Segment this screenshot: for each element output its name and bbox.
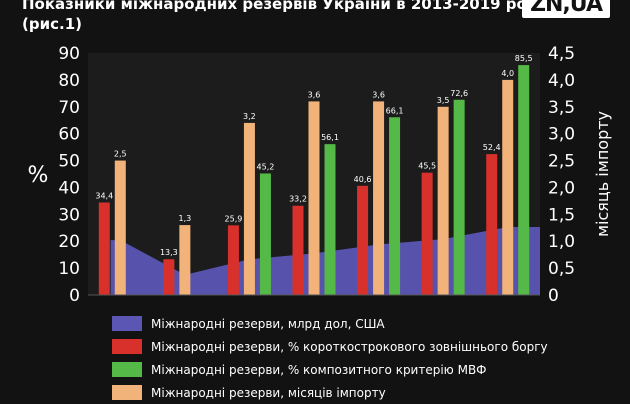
data-label-imf: 66,1 [386, 106, 404, 115]
y2-tick-label: 0,5 [548, 259, 575, 279]
legend-label-reserves: Міжнародні резерви, млрд дол, США [151, 316, 385, 331]
chart-subtitle: (рис.1) [22, 15, 82, 33]
y-tick-label: 60 [58, 125, 80, 145]
data-label-import: 3,6 [308, 90, 321, 99]
bar-short_debt-2013 [98, 202, 110, 295]
legend-label-imf: Міжнародні резерви, % композитного крите… [151, 362, 487, 377]
y2-tick-label: 4,0 [548, 71, 575, 91]
y2-axis-label: місяць імпорту [593, 111, 612, 237]
chart-svg: 0 10 20 30 40 50 60 70 80 90 0 0,5 1,0 1,5 2,0 2,5 3,0 3,… [28, 44, 612, 306]
y-tick-label: 30 [58, 205, 80, 225]
legend-label-import: Міжнародні резерви, місяців імпорту [151, 385, 386, 400]
legend-item-imf: Міжнародні резерви, % композитного крите… [112, 358, 548, 381]
bar-short_debt-2014 [163, 259, 175, 295]
bar-import-2017 [373, 101, 385, 296]
brand-logo[interactable]: ZN,UA [522, 0, 610, 18]
bar-short_debt-2019 [486, 154, 498, 295]
legend-swatch-short-debt [112, 339, 142, 354]
data-label-import: 1,3 [178, 214, 191, 223]
y2-tick-label: 3,0 [548, 125, 575, 145]
legend-item-short-debt: Міжнародні резерви, % короткострокового … [112, 335, 548, 358]
data-label-imf: 45,2 [257, 162, 275, 171]
data-label-short_debt: 40,6 [354, 175, 372, 184]
bar-short_debt-2016 [292, 205, 304, 295]
data-label-short_debt: 33,2 [289, 195, 307, 204]
y2-tick-label: 4,5 [548, 44, 575, 64]
data-label-imf: 72,6 [450, 89, 468, 98]
y-tick-label: 70 [58, 98, 80, 118]
legend: Міжнародні резерви, млрд дол, США Міжнар… [112, 312, 548, 404]
bar-imf-2017 [389, 117, 401, 296]
y2-tick-label: 2,5 [548, 152, 575, 172]
bar-import-2016 [308, 101, 320, 296]
y-axis-label: % [28, 163, 49, 188]
y-tick-label: 90 [58, 44, 80, 64]
y-tick-label: 20 [58, 232, 80, 252]
data-label-short_debt: 52,4 [483, 143, 501, 152]
chart-title: Показники міжнародних резервів України в… [22, 0, 542, 13]
data-label-import: 3,5 [437, 96, 450, 105]
data-label-import: 2,5 [114, 150, 127, 159]
y2-tick-label: 3,5 [548, 98, 575, 118]
title-block: Показники міжнародних резервів України в… [22, 0, 542, 34]
bar-import-2019 [502, 79, 514, 295]
bar-import-2015 [243, 122, 255, 296]
bar-short_debt-2015 [227, 225, 239, 295]
data-label-import: 4,0 [501, 69, 514, 78]
y2-tick-label: 1,0 [548, 232, 575, 252]
legend-label-short-debt: Міжнародні резерви, % короткострокового … [151, 339, 548, 354]
y-tick-label: 0 [69, 286, 80, 306]
bar-short_debt-2018 [421, 172, 433, 295]
legend-item-import: Міжнародні резерви, місяців імпорту [112, 381, 548, 404]
data-label-import: 3,2 [243, 112, 256, 121]
legend-swatch-imf [112, 362, 142, 377]
legend-swatch-reserves [112, 316, 142, 331]
bar-imf-2019 [518, 65, 530, 295]
y2-tick-label: 1,5 [548, 205, 575, 225]
y-tick-label: 50 [58, 152, 80, 172]
bar-short_debt-2017 [357, 185, 369, 295]
bar-imf-2015 [259, 173, 271, 295]
bar-import-2014 [179, 225, 191, 295]
data-label-import: 3,6 [372, 90, 385, 99]
data-label-short_debt: 13,3 [160, 248, 178, 257]
data-label-short_debt: 34,4 [95, 192, 113, 201]
y2-tick-label: 0 [548, 286, 559, 306]
data-label-short_debt: 25,9 [225, 214, 243, 223]
y2-tick-label: 2,0 [548, 178, 575, 198]
legend-swatch-import [112, 385, 142, 400]
data-label-imf: 85,5 [515, 54, 533, 63]
data-label-short_debt: 45,5 [418, 162, 436, 171]
y-tick-label: 40 [58, 178, 80, 198]
bar-imf-2016 [324, 144, 336, 295]
y-tick-label: 80 [58, 71, 80, 91]
y-tick-label: 10 [58, 259, 80, 279]
bar-import-2013 [114, 160, 126, 295]
data-label-imf: 56,1 [321, 133, 339, 142]
legend-item-reserves: Міжнародні резерви, млрд дол, США [112, 312, 548, 335]
bar-imf-2018 [453, 99, 465, 295]
bar-import-2018 [437, 106, 449, 296]
